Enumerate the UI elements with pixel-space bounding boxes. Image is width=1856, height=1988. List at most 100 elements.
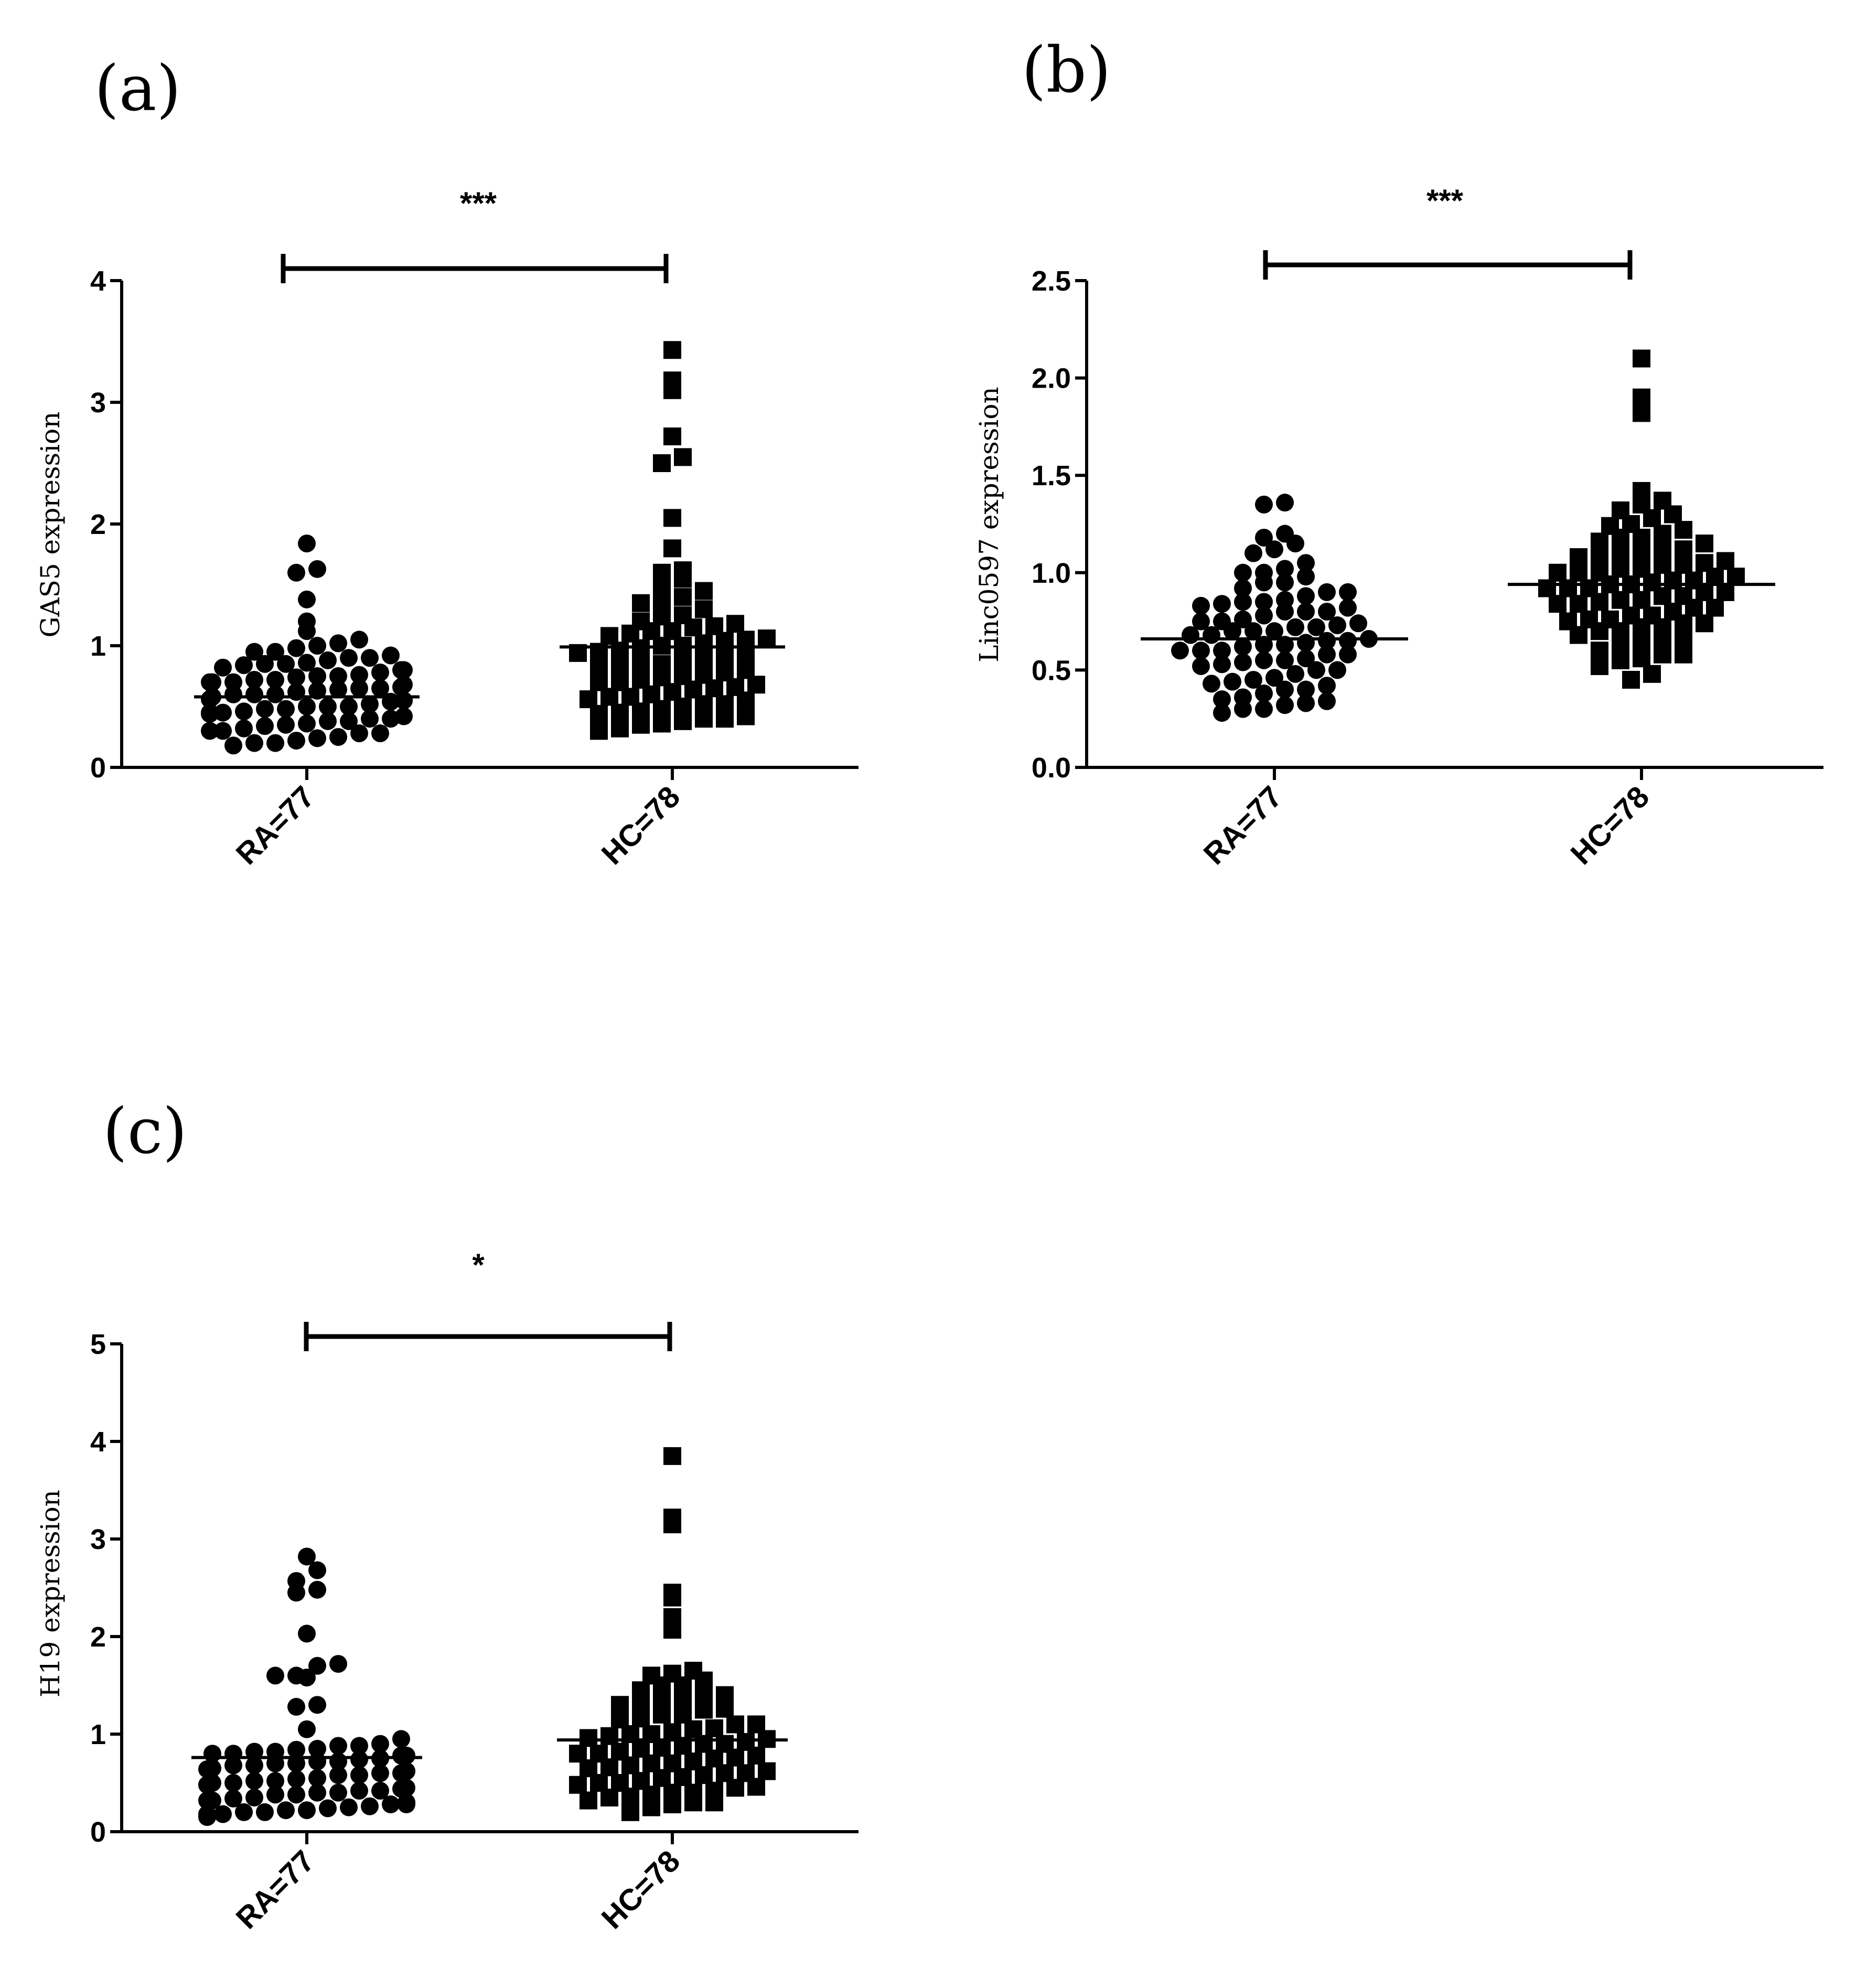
data-point — [1675, 614, 1692, 633]
significance-bar — [304, 1322, 672, 1351]
data-point — [1654, 555, 1671, 574]
data-point — [1675, 645, 1692, 664]
data-point — [663, 1620, 681, 1639]
panel-a-significance: *** — [460, 186, 497, 221]
data-point — [1633, 528, 1650, 547]
data-point — [266, 685, 284, 703]
data-point — [1213, 704, 1231, 722]
data-point — [224, 685, 242, 703]
data-point — [653, 714, 671, 733]
data-point — [1612, 560, 1629, 578]
data-point — [1591, 593, 1608, 611]
data-point — [695, 710, 713, 728]
data-point — [256, 1803, 274, 1821]
data-point — [747, 1746, 765, 1765]
data-point — [1328, 661, 1346, 679]
data-point — [1675, 555, 1692, 574]
data-point — [747, 1778, 765, 1796]
data-point — [361, 1797, 379, 1815]
data-point — [1654, 525, 1671, 543]
data-point — [1349, 614, 1367, 633]
data-point — [329, 728, 347, 746]
panel-c-ylabel: H19 expression — [35, 1490, 66, 1697]
data-point — [653, 576, 671, 594]
data-point — [371, 679, 389, 698]
data-point — [1286, 535, 1304, 553]
y-tick-label: 3 — [90, 387, 106, 419]
data-point — [1559, 579, 1577, 597]
data-point — [1255, 573, 1273, 592]
data-point — [1276, 573, 1294, 592]
data-point — [674, 588, 692, 606]
data-point — [1339, 598, 1357, 617]
data-point — [266, 1666, 284, 1685]
y-tick-label: 1 — [90, 1719, 106, 1750]
data-point — [653, 1739, 671, 1757]
data-point — [235, 656, 253, 675]
data-point — [663, 1795, 681, 1813]
data-point — [726, 1779, 744, 1797]
panel-c-plot: 0 1 2 3 4 5 RA=77 HC=78 — [90, 1322, 859, 1936]
data-point — [224, 1756, 242, 1775]
data-point — [758, 629, 776, 648]
data-point — [1339, 645, 1357, 664]
data-point — [726, 1715, 744, 1734]
data-point — [1633, 634, 1650, 652]
data-point — [1318, 645, 1336, 664]
data-point — [1654, 540, 1671, 559]
data-point — [1182, 626, 1199, 644]
data-point — [308, 1656, 326, 1675]
data-point — [287, 1786, 305, 1804]
data-point — [287, 731, 305, 750]
data-point — [266, 643, 284, 661]
category-label: RA=77 — [229, 779, 321, 871]
y-tick-label: 2.0 — [1032, 363, 1071, 394]
data-point — [663, 1588, 681, 1607]
data-point — [340, 1798, 358, 1816]
data-point — [361, 649, 379, 667]
data-point — [1234, 610, 1252, 628]
data-point — [340, 698, 358, 715]
panel-a-plot: 0 1 2 3 4 RA=77 HC=78 — [90, 254, 859, 871]
data-point — [1591, 532, 1608, 551]
data-point — [350, 1781, 368, 1800]
data-point — [256, 717, 274, 735]
data-point — [224, 1774, 242, 1792]
data-point — [329, 1737, 347, 1755]
data-point — [287, 563, 305, 582]
data-point — [1192, 596, 1210, 615]
y-tick-label: 4 — [90, 265, 106, 297]
data-point — [277, 655, 295, 673]
data-point — [1675, 630, 1692, 648]
data-point — [245, 1788, 263, 1807]
data-point — [1245, 670, 1262, 689]
significance-bar — [1263, 250, 1633, 280]
data-point — [361, 695, 379, 713]
data-point — [395, 691, 413, 710]
data-point — [684, 1793, 702, 1812]
data-point — [1633, 404, 1650, 422]
data-point — [266, 1772, 284, 1790]
data-point — [277, 715, 295, 734]
data-point — [1307, 661, 1325, 679]
category-label: HC=78 — [595, 1844, 686, 1936]
data-point — [600, 1727, 618, 1745]
data-point — [1255, 528, 1273, 547]
data-point — [726, 615, 744, 633]
data-point — [371, 724, 389, 743]
data-point — [308, 1769, 326, 1787]
data-point — [663, 1447, 681, 1465]
data-point — [266, 670, 284, 689]
data-point — [1265, 540, 1283, 559]
panel-b-letter: (b) — [1022, 34, 1111, 107]
data-point — [1297, 568, 1315, 586]
data-point — [371, 1781, 389, 1800]
data-point — [1570, 563, 1587, 582]
data-point — [1297, 694, 1315, 712]
data-point — [716, 710, 734, 728]
data-point — [1255, 700, 1273, 718]
data-point — [1276, 651, 1294, 669]
data-point — [1633, 388, 1650, 407]
data-point — [392, 1730, 410, 1748]
category-label: HC=78 — [595, 779, 686, 871]
